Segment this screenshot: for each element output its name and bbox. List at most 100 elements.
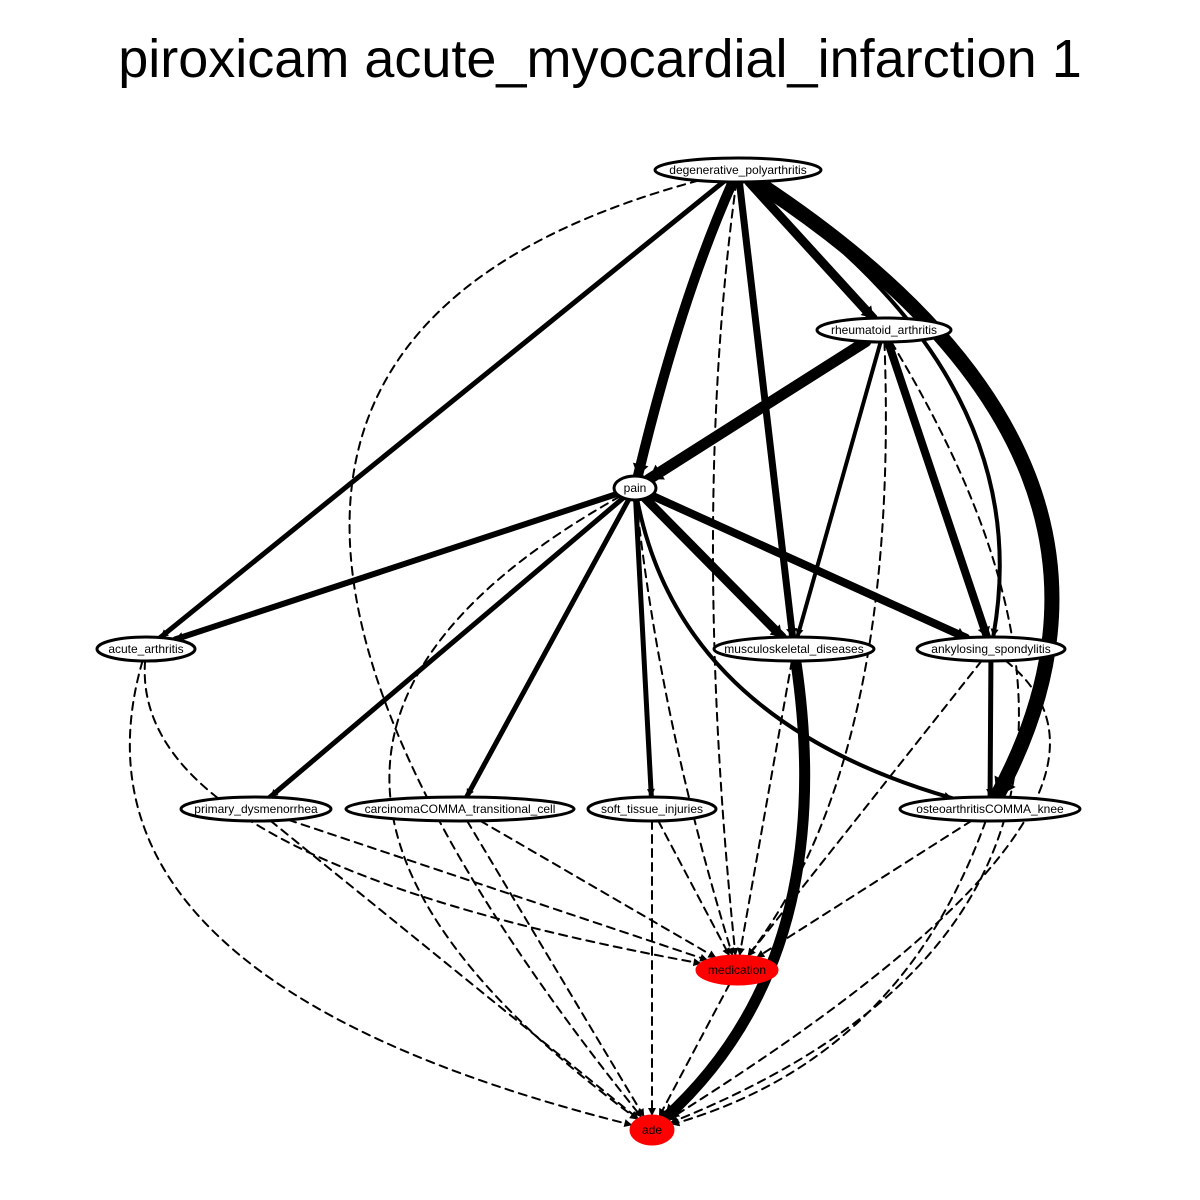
arrowhead-icon: [769, 624, 783, 638]
node-soft_tissue_injuries: soft_tissue_injuries: [586, 795, 718, 823]
edge-line: [466, 819, 646, 1118]
node-ellipse: [629, 1114, 675, 1146]
edge-line: [479, 819, 718, 960]
edge-ankylosing_spondylitis-to-osteoarthritis_knee: [986, 658, 995, 800]
arrowhead-icon: [756, 950, 766, 958]
node-degenerative_polyarthritis: degenerative_polyarthritis: [653, 156, 823, 184]
edge-pain-to-acute_arthritis: [172, 490, 620, 643]
node-label: musculoskeletal_diseases: [724, 642, 863, 656]
node-pain: pain: [612, 474, 658, 502]
edge-line: [657, 819, 731, 958]
node-ellipse: [586, 795, 718, 823]
arrowhead-icon: [623, 1119, 633, 1128]
arrowhead-icon: [986, 788, 995, 797]
edge-osteoarthritis_knee-to-medication: [755, 819, 973, 959]
nodes-layer: degenerative_polyarthritis rheumatoid_art…: [95, 156, 1082, 1146]
edge-line: [666, 659, 1051, 1122]
edge-degenerative_polyarthritis-to-acute_arthritis: [157, 179, 726, 641]
edge-pain-to-musculoskeletal_diseases: [640, 493, 787, 642]
edge-soft_tissue_injuries-to-medication: [657, 819, 731, 958]
arrowhead-icon: [648, 1108, 656, 1116]
node-ellipse: [612, 474, 658, 502]
arrowhead-icon: [659, 1107, 667, 1117]
edge-line: [658, 655, 811, 1125]
arrowhead-icon: [667, 1112, 677, 1121]
node-label: medication: [708, 963, 766, 977]
node-ellipse: [179, 795, 333, 823]
arrowhead-icon: [269, 788, 279, 798]
arrowhead-icon: [786, 628, 798, 638]
arrowhead-icon: [977, 625, 990, 638]
arrowhead-icon: [629, 1111, 639, 1120]
edge-line: [633, 497, 654, 800]
edge-line: [128, 659, 634, 1127]
node-ellipse: [712, 635, 876, 663]
node-ankylosing_spondylitis: ankylosing_spondylitis: [915, 635, 1067, 663]
node-musculoskeletal_diseases: musculoskeletal_diseases: [712, 635, 876, 663]
edge-line: [643, 336, 872, 485]
edge-ankylosing_spondylitis-to-ade: [666, 659, 1051, 1122]
edge-line: [987, 658, 994, 800]
edge-line: [795, 339, 883, 640]
node-label: degenerative_polyarthritis: [669, 163, 806, 177]
node-ellipse: [653, 156, 823, 184]
node-label: soft_tissue_injuries: [601, 802, 703, 816]
node-ade: ade: [629, 1114, 675, 1146]
arrowhead-icon: [747, 947, 756, 957]
edge-pain-to-soft_tissue_injuries: [633, 497, 655, 800]
arrowhead-icon: [160, 629, 169, 638]
node-label: ade: [642, 1123, 662, 1137]
arrowhead-icon: [636, 1108, 645, 1117]
edge-line: [388, 495, 639, 1121]
edge-line: [658, 982, 731, 1118]
node-ellipse: [344, 795, 576, 823]
arrowhead-icon: [466, 788, 474, 798]
edge-musculoskeletal_diseases-to-ade: [658, 655, 811, 1125]
edge-soft_tissue_injuries-to-ade: [648, 820, 656, 1117]
edge-pain-to-primary_dysmenorrhea: [267, 495, 626, 800]
edge-line: [669, 340, 1020, 1124]
node-ellipse: [815, 316, 953, 344]
arrowhead-icon: [671, 1118, 681, 1127]
edge-line: [755, 819, 973, 959]
arrowhead-icon: [707, 950, 717, 959]
edge-rheumatoid_arthritis-to-musculoskeletal_diseases: [795, 339, 883, 640]
arrowhead-icon: [990, 628, 999, 638]
edge-line: [287, 818, 710, 962]
arrowhead-icon: [860, 305, 874, 319]
page-title: piroxicam acute_myocardial_infarction 1: [118, 29, 1082, 89]
edge-primary_dysmenorrhea-to-ade: [269, 819, 640, 1121]
edge-line: [746, 341, 887, 958]
edge-line: [464, 496, 632, 800]
node-label: rheumatoid_arthritis: [831, 323, 937, 337]
edge-pain-to-ankylosing_spondylitis: [647, 491, 971, 642]
node-carcinoma_transitional_cell: carcinomaCOMMA_transitional_cell: [344, 795, 576, 823]
arrowhead-icon: [994, 775, 1016, 798]
arrowhead-icon: [795, 628, 804, 638]
node-label: pain: [624, 481, 647, 495]
edge-ankylosing_spondylitis-to-medication: [746, 659, 983, 958]
node-label: primary_dysmenorrhea: [194, 802, 318, 816]
node-ellipse: [915, 635, 1067, 663]
edge-line: [269, 819, 640, 1121]
node-label: acute_arthritis: [108, 642, 183, 656]
edge-line: [635, 498, 734, 958]
edge-line: [267, 495, 626, 800]
edge-degenerative_polyarthritis-to-osteoarthritis_knee: [748, 174, 1060, 805]
edge-line: [348, 179, 700, 1119]
edge-line: [632, 176, 738, 482]
edge-rheumatoid_arthritis-to-ade: [669, 340, 1020, 1124]
edge-carcinoma_transitional_cell-to-medication: [479, 819, 718, 960]
node-ellipse: [695, 954, 779, 986]
node-label: ankylosing_spondylitis: [931, 642, 1050, 656]
edge-degenerative_polyarthritis-to-rheumatoid_arthritis: [744, 177, 878, 323]
node-rheumatoid_arthritis: rheumatoid_arthritis: [815, 316, 953, 344]
edge-musculoskeletal_diseases-to-medication: [736, 659, 793, 958]
node-label: osteoarthritisCOMMA_knee: [916, 802, 1064, 816]
edge-rheumatoid_arthritis-to-pain: [643, 336, 872, 485]
edge-line: [748, 174, 1060, 805]
node-acute_arthritis: acute_arthritis: [95, 635, 197, 663]
edge-pain-to-carcinoma_transitional_cell: [464, 496, 632, 800]
node-ellipse: [95, 635, 197, 663]
node-label: carcinomaCOMMA_transitional_cell: [365, 802, 556, 816]
